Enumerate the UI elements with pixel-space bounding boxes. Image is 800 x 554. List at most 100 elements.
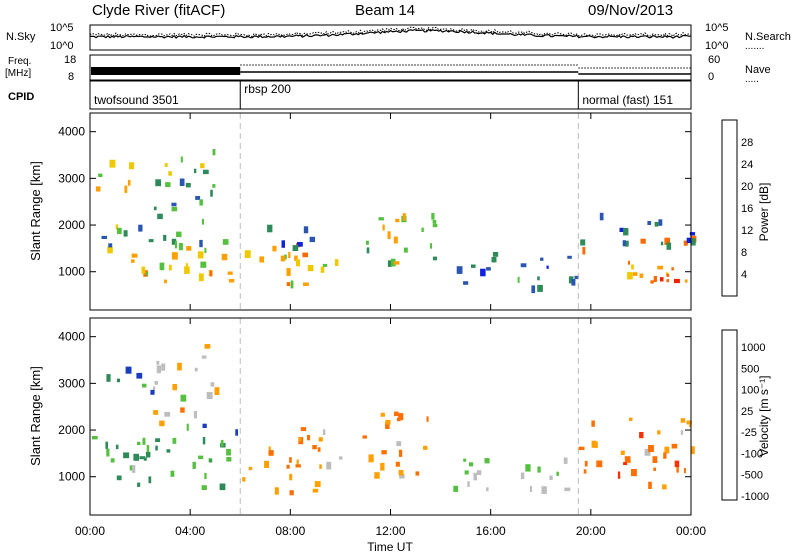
power-colorbar-label: Power [dB]	[757, 183, 771, 242]
data-cell	[663, 452, 667, 459]
data-cell	[186, 423, 189, 431]
data-cell	[368, 454, 374, 463]
colorbar-tick-label: -1000	[741, 491, 769, 503]
data-cell	[671, 267, 674, 271]
x-tick-label: 00:00	[75, 524, 105, 538]
data-cell	[684, 279, 688, 283]
data-cell	[393, 236, 398, 244]
data-cell	[627, 272, 633, 280]
data-cell	[209, 270, 213, 277]
data-cell	[680, 418, 686, 423]
data-cell	[108, 243, 113, 248]
data-cell	[159, 420, 165, 427]
data-cell	[268, 446, 271, 453]
data-cell	[95, 186, 101, 192]
data-cell	[631, 264, 634, 270]
data-cell	[259, 256, 265, 263]
data-cell	[584, 460, 588, 467]
data-cell	[639, 432, 644, 439]
data-cell	[571, 279, 576, 286]
data-cell	[486, 267, 491, 271]
velocity-colorbar-label: Velocity [m s⁻¹]	[757, 375, 771, 456]
data-cell	[624, 456, 631, 463]
data-cell	[194, 168, 197, 174]
data-cell	[307, 265, 314, 272]
velocity-ylabel: Slant Range [km]	[28, 366, 43, 466]
data-cell	[289, 473, 293, 481]
data-cell	[660, 277, 664, 282]
data-cell	[171, 238, 177, 245]
power-ylabel: Slant Range [km]	[28, 161, 43, 261]
data-cell	[480, 268, 486, 277]
data-cell	[580, 239, 586, 246]
data-cell	[430, 243, 432, 249]
data-cell	[198, 455, 204, 460]
data-cell	[178, 243, 183, 251]
data-cell	[131, 465, 136, 473]
data-cell	[686, 237, 692, 244]
data-cell	[143, 457, 147, 461]
data-cell	[594, 441, 598, 449]
data-cell	[304, 229, 308, 234]
data-cell	[138, 224, 143, 232]
data-cell	[617, 471, 621, 479]
data-cell	[199, 199, 203, 206]
data-cell	[683, 240, 688, 246]
freq-label-2: [MHz]	[5, 68, 31, 79]
noise-panel: N.Sky N.Search ....... 10^5 10^0 10^5 10…	[6, 22, 791, 52]
data-cell	[398, 449, 403, 457]
data-cell	[464, 470, 469, 475]
data-cell	[180, 156, 183, 163]
freq-tick-bottom: 8	[68, 71, 74, 83]
data-cell	[578, 446, 585, 451]
data-cell	[106, 374, 111, 382]
data-cell	[199, 239, 203, 248]
data-cell	[309, 236, 315, 243]
data-cell	[115, 444, 119, 450]
colorbar-tick-label: -25	[741, 427, 757, 439]
data-cell	[199, 243, 203, 248]
y-tick-label: 2000	[58, 218, 85, 232]
data-cell	[366, 240, 369, 245]
data-cell	[520, 472, 525, 480]
data-cell	[423, 445, 428, 450]
y-tick-label: 2000	[58, 423, 85, 437]
data-cell	[529, 485, 532, 492]
data-cell	[567, 255, 572, 259]
x-tick-label: 16:00	[476, 524, 506, 538]
data-cell	[161, 363, 166, 371]
data-cell	[209, 459, 212, 463]
data-cell	[334, 259, 339, 266]
data-cell	[174, 240, 177, 249]
data-cell	[129, 162, 135, 170]
data-cell	[403, 247, 408, 253]
colorbar-frame	[721, 119, 738, 297]
data-cell	[124, 185, 128, 193]
data-cell	[171, 252, 178, 260]
data-cell	[193, 411, 197, 419]
data-cell	[689, 423, 692, 428]
colorbar-tick-label: 500	[741, 363, 759, 375]
data-cell	[177, 362, 182, 371]
x-axis-label: Time UT	[367, 540, 413, 554]
data-cell	[164, 163, 168, 167]
data-cell	[664, 237, 670, 245]
data-cell	[591, 440, 596, 448]
data-cell	[180, 407, 185, 413]
colorbar-tick-label: 4	[741, 269, 747, 281]
data-cell	[186, 246, 192, 251]
data-cell	[540, 257, 544, 261]
y-tick-label: 3000	[58, 171, 85, 185]
data-cell	[227, 271, 233, 275]
data-cell	[525, 464, 531, 472]
noise-tick-top-right: 10^5	[705, 22, 729, 34]
y-tick-label: 3000	[58, 376, 85, 390]
data-cell	[568, 276, 574, 284]
y-tick-label: 4000	[58, 125, 85, 139]
data-cell	[623, 462, 628, 466]
data-cell	[620, 450, 625, 455]
data-cell	[387, 231, 391, 240]
data-cell	[137, 441, 141, 445]
data-cell	[640, 238, 646, 244]
data-cell	[143, 270, 148, 277]
